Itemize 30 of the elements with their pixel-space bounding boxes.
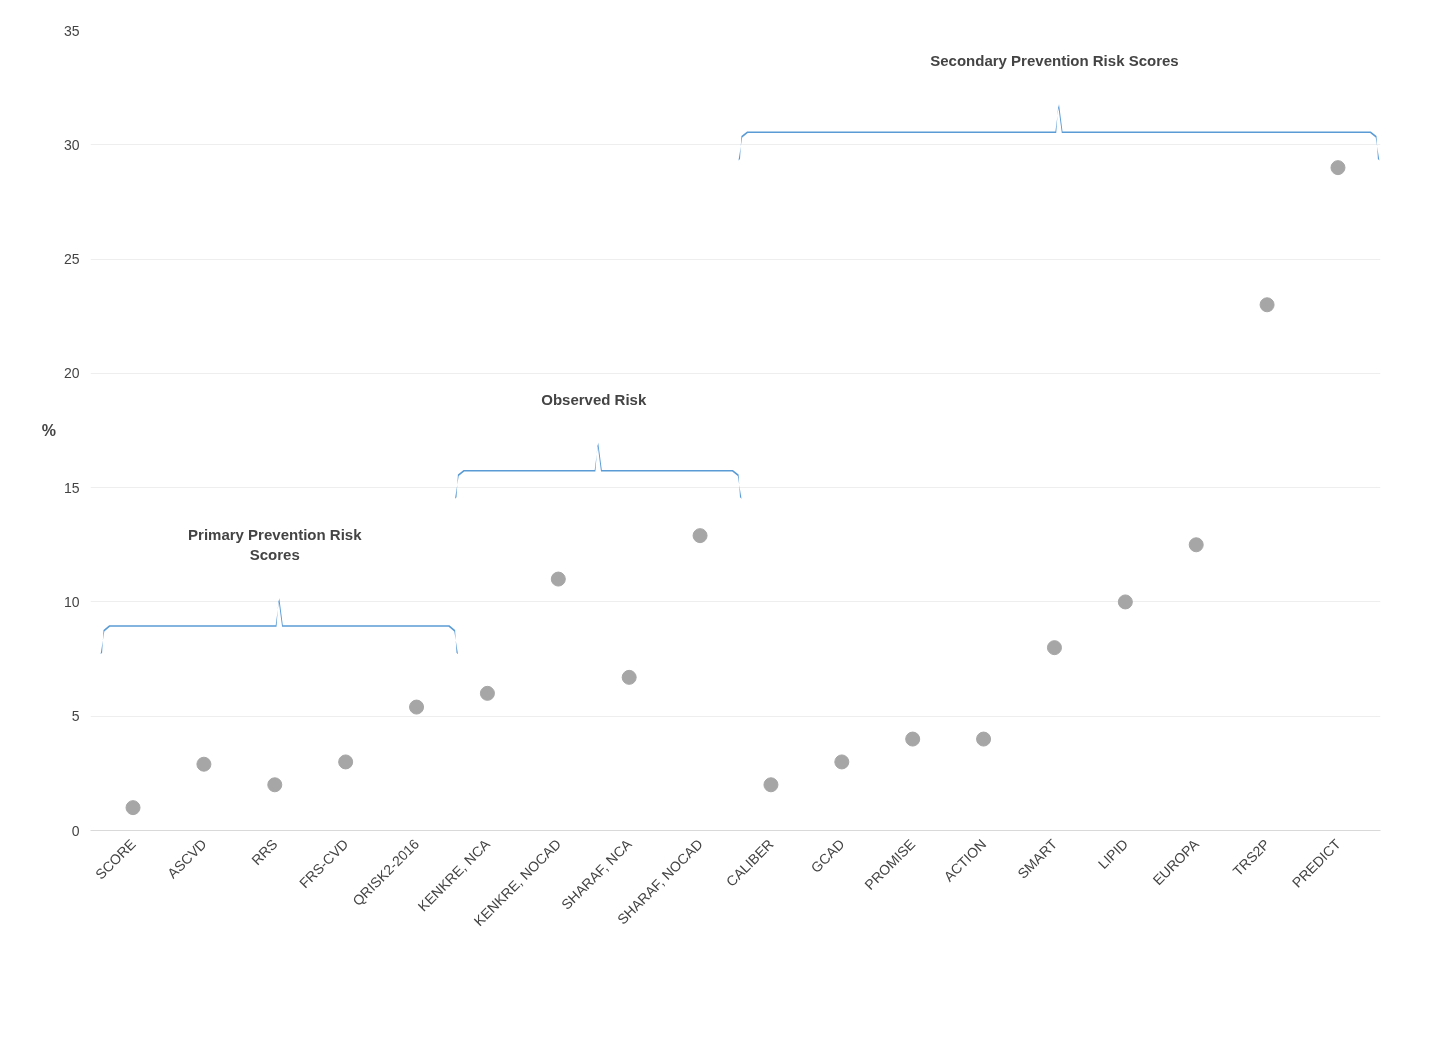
point [1046,640,1062,656]
y-axis-title: % [41,422,56,439]
point [1117,594,1133,610]
point [692,528,708,544]
annotation: Secondary Prevention Risk Scores [930,52,1179,70]
point [976,731,992,747]
y-tick-label: 0 [71,822,80,839]
y-tick-label: 10 [63,593,80,610]
annotation: Observed Risk [541,390,647,408]
point [763,777,779,793]
point [409,699,425,715]
point [125,800,141,816]
point [621,669,637,685]
point [479,685,495,701]
point [550,571,566,587]
annotation: Primary Prevention Risk Scores [188,525,363,564]
point [834,754,850,770]
point [905,731,921,747]
point [196,756,212,772]
y-tick-label: 35 [63,22,80,39]
y-tick-label: 30 [63,136,80,153]
y-tick-label: 5 [71,708,80,725]
point [1259,297,1275,313]
point [338,754,354,770]
point [1330,160,1346,176]
y-tick-label: 25 [63,251,80,268]
y-tick-label: 20 [63,365,80,382]
point [267,777,283,793]
point [1188,537,1204,553]
y-tick-label: 15 [63,479,80,496]
